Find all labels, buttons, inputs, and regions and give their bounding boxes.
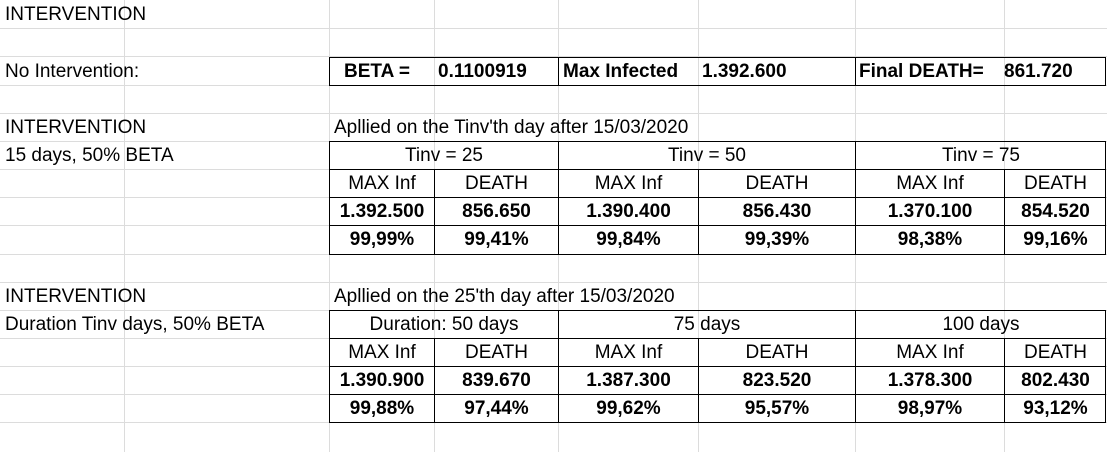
section-1-heading[interactable]: INTERVENTION <box>5 117 147 138</box>
section-1-g3-death-label[interactable]: DEATH <box>1024 173 1087 194</box>
section-2-g1-max-pct[interactable]: 99,88% <box>349 398 415 419</box>
section-2-g1-death-pct[interactable]: 97,44% <box>464 398 529 419</box>
section-1-subheading[interactable]: 15 days, 50% BETA <box>5 145 174 166</box>
section-1-g1-death-label[interactable]: DEATH <box>465 173 528 194</box>
section-1-group-3-header[interactable]: Tinv = 75 <box>942 145 1020 166</box>
section-2-g3-death-pct[interactable]: 93,12% <box>1023 398 1088 419</box>
section-2-g1-death-label[interactable]: DEATH <box>465 342 528 363</box>
section-1-g1-death-pct[interactable]: 99,41% <box>464 229 529 250</box>
final-death-label[interactable]: Final DEATH= <box>859 61 984 82</box>
section-2-g2-max-pct[interactable]: 99,62% <box>596 398 661 419</box>
section-1-g3-max-pct[interactable]: 98,38% <box>897 229 963 250</box>
section-2-g2-death-pct[interactable]: 95,57% <box>744 398 810 419</box>
section-1-applied-note[interactable]: Apllied on the Tinv'th day after 15/03/2… <box>334 117 689 138</box>
section-2-group-1-header[interactable]: Duration: 50 days <box>369 314 519 335</box>
section-2-g1-max-value[interactable]: 1.390.900 <box>339 370 425 391</box>
section-2-g2-max-label[interactable]: MAX Inf <box>594 342 663 363</box>
section-1-g3-death-pct[interactable]: 99,16% <box>1023 229 1088 250</box>
section-1-g3-max-value[interactable]: 1.370.100 <box>887 201 973 222</box>
final-death-value[interactable]: 861.720 <box>1004 61 1073 82</box>
section-2-g3-max-label[interactable]: MAX Inf <box>896 342 964 363</box>
section-1-g1-max-label[interactable]: MAX Inf <box>348 173 416 194</box>
section-2-g3-death-label[interactable]: DEATH <box>1024 342 1087 363</box>
no-intervention-table <box>329 57 1106 86</box>
section-2-applied-note[interactable]: Apllied on the 25'th day after 15/03/202… <box>334 286 675 307</box>
section-1-g3-death-value[interactable]: 854.520 <box>1021 201 1090 222</box>
sheet-title[interactable]: INTERVENTION <box>5 4 147 25</box>
section-2-g3-max-value[interactable]: 1.378.300 <box>887 370 973 391</box>
section-2-g1-death-value[interactable]: 839.670 <box>462 370 531 391</box>
beta-value[interactable]: 0.1100919 <box>438 61 527 82</box>
no-intervention-label[interactable]: No Intervention: <box>5 61 140 82</box>
section-1-group-2-header[interactable]: Tinv = 50 <box>668 145 746 166</box>
max-infected-label[interactable]: Max Infected <box>563 61 679 82</box>
section-1-g1-max-value[interactable]: 1.392.500 <box>339 201 425 222</box>
max-infected-value[interactable]: 1.392.600 <box>702 61 787 82</box>
section-1-g2-max-value[interactable]: 1.390.400 <box>586 201 671 222</box>
section-2-g1-max-label[interactable]: MAX Inf <box>348 342 416 363</box>
section-2-group-2-header[interactable]: 75 days <box>673 314 741 335</box>
section-1-group-1-header[interactable]: Tinv = 25 <box>405 145 483 166</box>
section-1-g2-death-value[interactable]: 856.430 <box>742 201 812 222</box>
section-1-g2-death-pct[interactable]: 99,39% <box>744 229 810 250</box>
section-1-g2-max-pct[interactable]: 99,84% <box>596 229 661 250</box>
section-2-group-3-header[interactable]: 100 days <box>942 314 1020 335</box>
section-1-g1-death-value[interactable]: 856.650 <box>462 201 531 222</box>
section-1-g3-max-label[interactable]: MAX Inf <box>896 173 964 194</box>
section-1-g2-max-label[interactable]: MAX Inf <box>594 173 663 194</box>
section-2-g3-death-value[interactable]: 802.430 <box>1021 370 1090 391</box>
section-1-table <box>329 141 1106 255</box>
section-2-g2-death-value[interactable]: 823.520 <box>742 370 812 391</box>
section-2-g3-max-pct[interactable]: 98,97% <box>897 398 963 419</box>
section-1-g2-death-label[interactable]: DEATH <box>745 173 809 194</box>
section-2-heading[interactable]: INTERVENTION <box>5 286 147 307</box>
section-1-g1-max-pct[interactable]: 99,99% <box>349 229 415 250</box>
section-2-g2-death-label[interactable]: DEATH <box>745 342 809 363</box>
section-2-g2-max-value[interactable]: 1.387.300 <box>586 370 671 391</box>
section-2-subheading[interactable]: Duration Tinv days, 50% BETA <box>5 314 265 335</box>
beta-label[interactable]: BETA = <box>344 61 410 82</box>
